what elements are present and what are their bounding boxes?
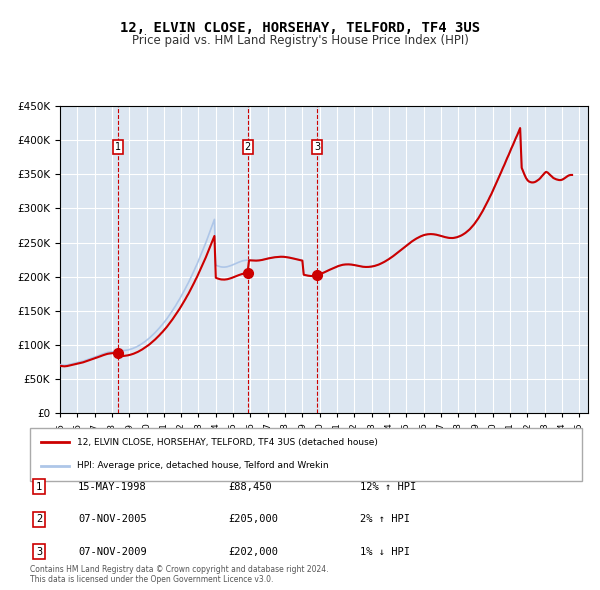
- Text: 12, ELVIN CLOSE, HORSEHAY, TELFORD, TF4 3US (detached house): 12, ELVIN CLOSE, HORSEHAY, TELFORD, TF4 …: [77, 438, 378, 447]
- Text: 15-MAY-1998: 15-MAY-1998: [78, 482, 147, 491]
- Text: 3: 3: [36, 547, 42, 556]
- Text: 3: 3: [314, 142, 320, 152]
- Text: £88,450: £88,450: [228, 482, 272, 491]
- Text: 1: 1: [115, 142, 121, 152]
- Text: 1% ↓ HPI: 1% ↓ HPI: [360, 547, 410, 556]
- Text: 12, ELVIN CLOSE, HORSEHAY, TELFORD, TF4 3US: 12, ELVIN CLOSE, HORSEHAY, TELFORD, TF4 …: [120, 21, 480, 35]
- Text: £205,000: £205,000: [228, 514, 278, 524]
- Text: 07-NOV-2005: 07-NOV-2005: [78, 514, 147, 524]
- Text: Price paid vs. HM Land Registry's House Price Index (HPI): Price paid vs. HM Land Registry's House …: [131, 34, 469, 47]
- FancyBboxPatch shape: [30, 428, 582, 481]
- Text: 07-NOV-2009: 07-NOV-2009: [78, 547, 147, 556]
- Text: 2: 2: [36, 514, 42, 524]
- Text: HPI: Average price, detached house, Telford and Wrekin: HPI: Average price, detached house, Telf…: [77, 461, 329, 470]
- Text: 2: 2: [245, 142, 251, 152]
- Text: £202,000: £202,000: [228, 547, 278, 556]
- Text: 12% ↑ HPI: 12% ↑ HPI: [360, 482, 416, 491]
- Text: 1: 1: [36, 482, 42, 491]
- Text: 2% ↑ HPI: 2% ↑ HPI: [360, 514, 410, 524]
- Text: Contains HM Land Registry data © Crown copyright and database right 2024.
This d: Contains HM Land Registry data © Crown c…: [30, 565, 329, 584]
